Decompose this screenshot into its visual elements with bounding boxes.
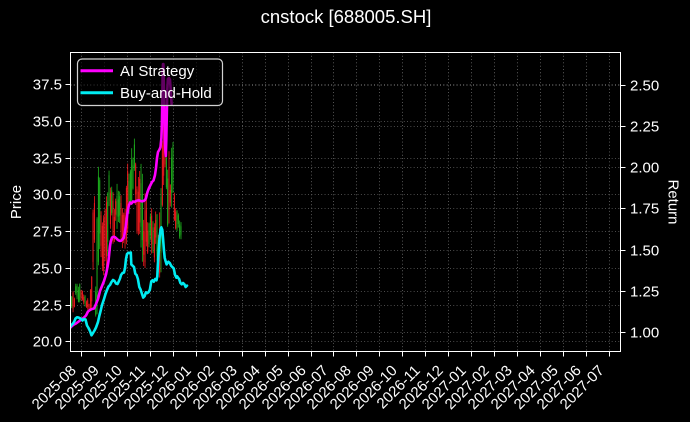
- svg-text:2.25: 2.25: [630, 118, 659, 135]
- svg-text:Price: Price: [8, 185, 25, 219]
- svg-text:1.25: 1.25: [630, 283, 659, 300]
- svg-text:37.5: 37.5: [33, 76, 62, 93]
- svg-text:25.0: 25.0: [33, 260, 62, 277]
- svg-text:1.75: 1.75: [630, 200, 659, 217]
- svg-text:cnstock [688005.SH]: cnstock [688005.SH]: [261, 6, 432, 27]
- svg-text:22.5: 22.5: [33, 297, 62, 314]
- svg-text:1.00: 1.00: [630, 324, 659, 341]
- svg-text:27.5: 27.5: [33, 223, 62, 240]
- svg-text:20.0: 20.0: [33, 333, 62, 350]
- svg-text:Buy-and-Hold: Buy-and-Hold: [120, 85, 212, 102]
- svg-text:2.00: 2.00: [630, 159, 659, 176]
- svg-text:1.50: 1.50: [630, 242, 659, 259]
- svg-text:AI Strategy: AI Strategy: [120, 63, 195, 80]
- svg-text:35.0: 35.0: [33, 113, 62, 130]
- svg-text:30.0: 30.0: [33, 186, 62, 203]
- svg-text:2.50: 2.50: [630, 77, 659, 94]
- svg-text:32.5: 32.5: [33, 150, 62, 167]
- svg-text:Return: Return: [665, 179, 682, 224]
